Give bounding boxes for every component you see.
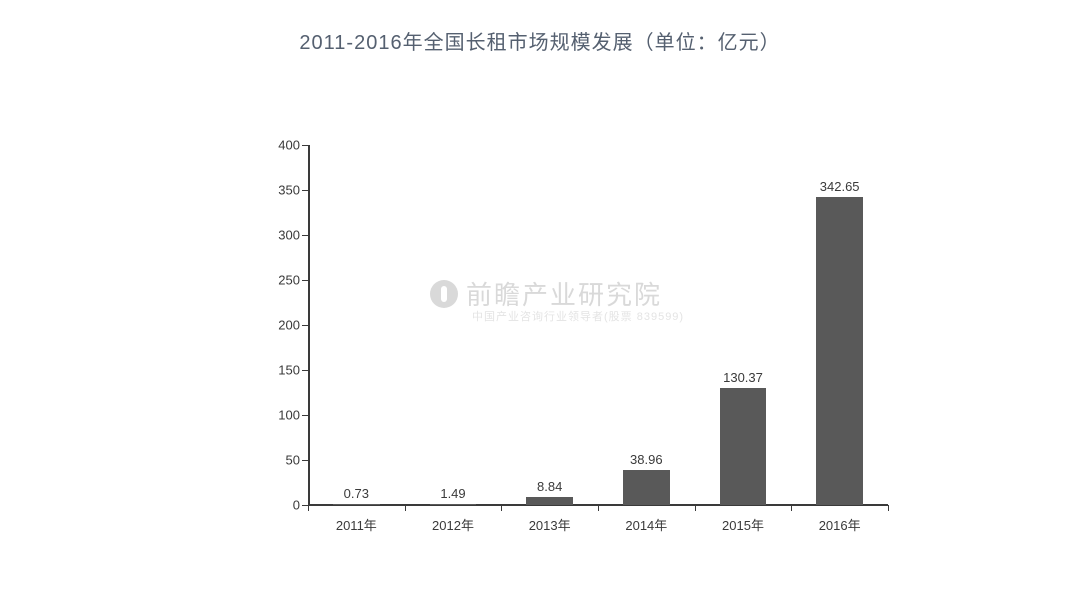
x-axis-tick: [405, 505, 406, 511]
y-axis-line: [308, 145, 310, 505]
y-axis-tick: [302, 235, 308, 236]
bar: [430, 504, 476, 505]
bar: [333, 504, 379, 505]
bar-chart-plot: 0501001502002503003504002011年0.732012年1.…: [260, 145, 900, 505]
bar-value-label: 342.65: [820, 179, 860, 194]
bar: [526, 497, 572, 505]
x-axis-category-label: 2012年: [432, 515, 474, 534]
bar: [816, 197, 862, 505]
y-axis-tick: [302, 280, 308, 281]
y-axis-tick: [302, 460, 308, 461]
y-axis-label: 400: [240, 138, 300, 153]
x-axis-category-label: 2016年: [819, 515, 861, 534]
y-axis-tick: [302, 325, 308, 326]
y-axis-label: 200: [240, 318, 300, 333]
y-axis-tick: [302, 415, 308, 416]
x-axis-tick: [695, 505, 696, 511]
x-axis-category-label: 2011年: [336, 515, 377, 534]
x-axis-tick: [308, 505, 309, 511]
x-axis-tick: [501, 505, 502, 511]
bar-value-label: 38.96: [630, 452, 663, 467]
x-axis-category-label: 2015年: [722, 515, 764, 534]
x-axis-tick: [888, 505, 889, 511]
chart-title: 2011-2016年全国长租市场规模发展（单位：亿元）: [0, 26, 1080, 55]
y-axis-tick: [302, 190, 308, 191]
y-axis-label: 0: [240, 498, 300, 513]
y-axis-label: 50: [240, 453, 300, 468]
bar-value-label: 1.49: [440, 486, 465, 501]
bar: [720, 388, 766, 505]
bar-value-label: 0.73: [344, 486, 369, 501]
y-axis-tick: [302, 145, 308, 146]
y-axis-label: 350: [240, 183, 300, 198]
y-axis-tick: [302, 370, 308, 371]
x-axis-category-label: 2013年: [529, 515, 571, 534]
y-axis-label: 300: [240, 228, 300, 243]
y-axis-label: 150: [240, 363, 300, 378]
y-axis-label: 250: [240, 273, 300, 288]
bar: [623, 470, 669, 505]
y-axis-label: 100: [240, 408, 300, 423]
x-axis-category-label: 2014年: [625, 515, 667, 534]
x-axis-tick: [791, 505, 792, 511]
bar-value-label: 130.37: [723, 370, 763, 385]
x-axis-tick: [598, 505, 599, 511]
bar-value-label: 8.84: [537, 479, 562, 494]
